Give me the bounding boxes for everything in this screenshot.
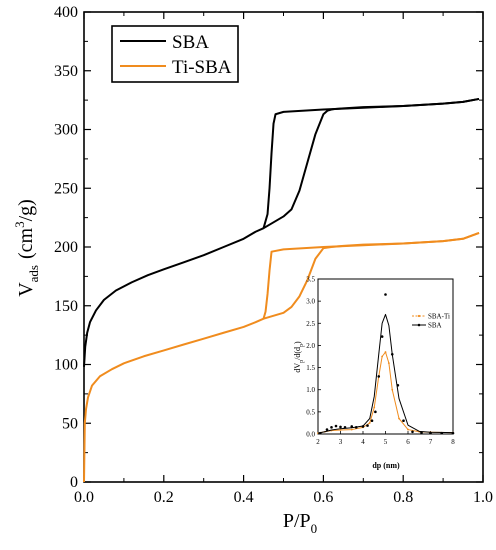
inset-x-axis-label: dp (nm) [372, 461, 400, 470]
inset-point-sba [325, 428, 329, 431]
legend-label-ti-sba: Ti-SBA [172, 57, 232, 78]
y-tick-label: 300 [54, 122, 78, 139]
inset-point-sba [380, 335, 384, 338]
inset-point-sba [396, 383, 400, 387]
x-axis-label-main: P/P [283, 510, 311, 532]
inset-legend-label-sba: SBA [428, 322, 442, 330]
inset-point-sba [429, 431, 432, 435]
inset-point-sba-ti [350, 428, 353, 431]
x-tick-label: 0.0 [74, 489, 94, 506]
inset-point-sba-ti [384, 351, 387, 353]
y-axis-label-main: V [15, 282, 37, 297]
inset-legend: SBA-Ti SBA [412, 313, 450, 330]
x-tick-label: 1.0 [473, 489, 493, 506]
x-axis-label-subscript: 0 [311, 521, 318, 536]
inset-x-tick-label: 8 [451, 438, 455, 446]
inset-y-tick-label: 2.5 [306, 320, 315, 328]
inset-x-tick-label: 6 [406, 438, 410, 446]
inset-point-sba [440, 431, 444, 435]
y-tick-label: 200 [54, 239, 78, 256]
inset-point-sba [370, 419, 374, 423]
inset-y-tick-label: 1.0 [306, 386, 315, 394]
inset-point-sba [420, 431, 423, 434]
x-tick-label: 0.6 [313, 489, 333, 506]
x-axis-label: P/P0 [283, 510, 317, 536]
inset-point-sba [350, 425, 354, 428]
inset-point-sba-ti [398, 417, 400, 420]
y-tick-label: 0 [70, 474, 78, 491]
y-tick-label: 100 [54, 357, 78, 374]
y-tick-label: 50 [62, 415, 78, 432]
inset-y-tick-label: 3.0 [306, 298, 315, 306]
y-tick-label: 150 [54, 298, 78, 315]
inset-point-sba [366, 424, 369, 427]
main-legend: SBA Ti-SBA [111, 25, 239, 83]
inset-point-sba-ti [407, 428, 409, 431]
inset-y-tick-label: 3.5 [306, 276, 315, 284]
inset-point-sba [339, 425, 342, 429]
inset-point-sba [361, 425, 365, 428]
inset-point-sba-ti [373, 406, 376, 409]
inset-plot-frame [317, 278, 454, 435]
y-axis-label-unit: (cm [15, 227, 37, 259]
inset-y-axis-label-subscript-2: p [299, 344, 305, 347]
y-axis-label-subscript: ads [26, 265, 41, 282]
inset-point-sba [377, 375, 381, 378]
inset-y-axis-label: dVp/d(dp) [293, 341, 305, 373]
y-axis-label: Vads (cm3/g) [12, 199, 41, 297]
inset-legend-label-sba-ti: SBA-Ti [428, 313, 450, 321]
inset-x-tick-label: 2 [316, 438, 320, 446]
inset-y-tick-label: 2.0 [306, 342, 315, 350]
inset-point-sba [451, 431, 455, 435]
y-tick-label: 350 [54, 63, 78, 80]
inset-x-tick-label: 7 [429, 438, 433, 446]
inset-y-axis-label-subscript: p [299, 360, 305, 363]
inset-point-sba [330, 426, 333, 429]
inset-point-sba-ti [391, 388, 394, 391]
inset-point-sba-ti [381, 355, 384, 358]
inset-x-tick-label: 5 [384, 438, 388, 446]
inset-point-sba-ti [387, 362, 390, 365]
x-tick-label: 0.8 [393, 489, 413, 506]
inset-x-tick-label: 3 [339, 438, 343, 446]
inset-point-sba-ti [368, 422, 371, 424]
inset-y-axis-label-mid: /d(d [293, 347, 302, 360]
inset-x-tick-label: 4 [361, 438, 365, 446]
inset-series-line-sba [317, 313, 454, 434]
inset-y-tick-label: 0.0 [306, 431, 315, 439]
inset-y-tick-label: 0.5 [306, 408, 315, 416]
inset-y-axis-label-main: dV [293, 363, 302, 373]
inset-plot: 2 3 4 5 6 7 8 0.0 0.5 1.0 1.5 2.0 2.5 3.0 3.5 SBA-Ti S… [293, 276, 455, 471]
inset-point-sba [390, 352, 394, 356]
inset-y-tick-label: 1.5 [306, 364, 315, 372]
series-line-ti-sba-desorption [262, 231, 480, 319]
inset-point-sba [411, 430, 414, 434]
main-legend-box [111, 25, 239, 83]
inset-legend-marker-sba-ti [417, 314, 421, 318]
y-axis-label-unit-superscript: 3 [12, 221, 27, 228]
y-tick-label: 400 [54, 4, 78, 21]
inset-point-sba [343, 426, 347, 429]
inset-point-sba-ti [339, 429, 342, 431]
inset-point-sba [402, 419, 405, 423]
series-line-sba-desorption [262, 97, 480, 229]
inset-point-sba [374, 410, 377, 414]
inset-series-line-sba-ti [317, 351, 454, 434]
x-tick-label: 0.4 [234, 489, 254, 506]
inset-legend-marker-sba [417, 323, 421, 327]
inset-point-sba [334, 424, 338, 428]
inset-point-sba [318, 431, 322, 435]
inset-y-axis-label-end: ) [293, 341, 302, 344]
x-tick-label: 0.2 [154, 489, 174, 506]
y-tick-label: 250 [54, 180, 78, 197]
inset-point-sba [384, 293, 387, 296]
y-axis-label-unit-end: /g) [15, 199, 37, 221]
legend-label-sba: SBA [172, 32, 209, 53]
inset-point-sba [354, 426, 358, 429]
